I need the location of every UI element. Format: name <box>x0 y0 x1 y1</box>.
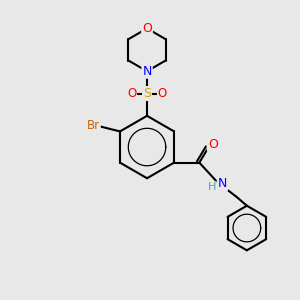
Text: O: O <box>127 87 136 100</box>
Text: O: O <box>158 87 167 100</box>
Text: O: O <box>208 138 218 151</box>
Text: H: H <box>208 182 216 192</box>
Text: N: N <box>218 177 227 190</box>
Text: O: O <box>142 22 152 35</box>
Text: N: N <box>142 65 152 78</box>
Text: S: S <box>143 87 151 100</box>
Text: Br: Br <box>87 119 100 132</box>
